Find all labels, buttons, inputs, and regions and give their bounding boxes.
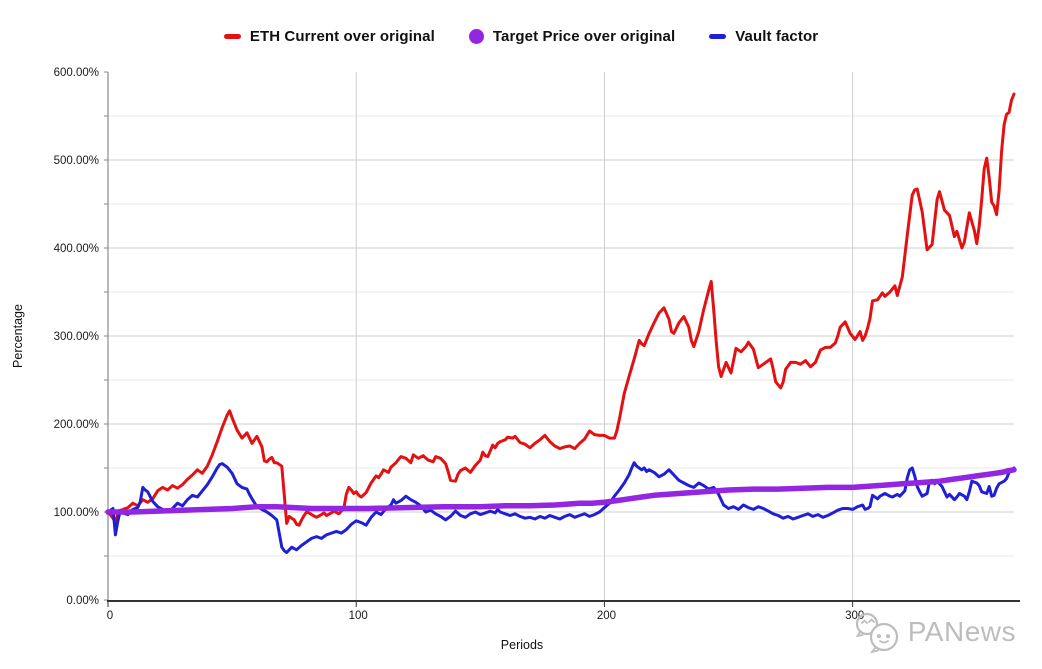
axes [104,71,1020,607]
y-tick-label: 400.00% [54,243,99,255]
x-tick-label: 300 [845,610,864,622]
y-tick-label: 100.00% [54,507,99,519]
series-lines [105,92,1017,554]
y-tick-label: 600.00% [54,67,99,79]
x-tick-label: 200 [597,610,616,622]
legend-item-vault-factor: Vault factor [709,28,818,45]
y-tick-label: 500.00% [54,155,99,167]
major-gridlines [108,72,1014,600]
series-line-eth-current-over-original [106,92,1016,527]
chart-legend: ETH Current over original Target Price o… [0,25,1042,47]
legend-item-target-price: Target Price over original [468,27,676,45]
legend-marker-red-dash [223,33,241,39]
y-tick-label: 0.00% [66,595,99,607]
minor-gridlines [108,115,1014,557]
legend-marker-blue-dash [709,33,727,39]
panews-watermark: PANews [853,611,1016,653]
legend-label-vault-factor: Vault factor [735,27,819,45]
y-tick-label: 300.00% [54,331,99,343]
legend-label-eth-current: ETH Current over original [249,27,435,45]
y-axis-title: Percentage [11,304,25,368]
x-tick-label: 0 [107,610,113,622]
legend-item-eth-current: ETH Current over original [223,27,435,45]
panews-watermark-text: PANews [907,616,1016,647]
legend-label-target-price: Target Price over original [492,27,676,45]
y-tick-label: 200.00% [54,419,99,431]
x-axis-title: Periods [501,638,543,652]
x-tick-label: 100 [349,610,368,622]
legend-marker-purple-circle [468,28,484,44]
series-line-target-price-over-original [105,467,1017,515]
axis-tick-labels: 0.00% 100.00% 200.00% 300.00% 400.00% 500.00%… [54,67,865,622]
panews-logo-icon [855,612,898,653]
